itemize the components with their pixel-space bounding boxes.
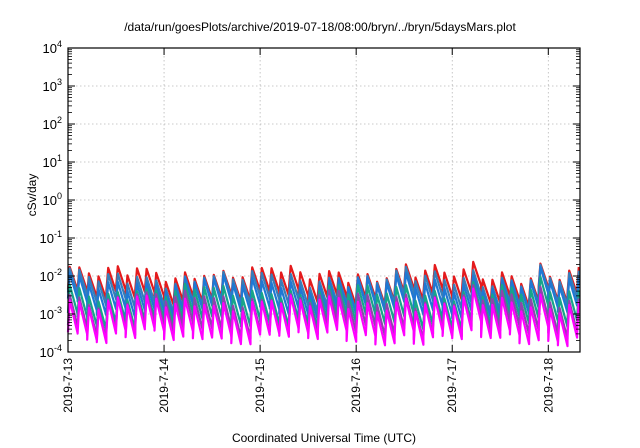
y-tick-label: 104 bbox=[43, 39, 62, 56]
y-ticks: 10-4 10-3 10-2 10-1 100 101 102 103 104 bbox=[40, 39, 580, 360]
x-tick-label: 2019-7-14 bbox=[157, 358, 171, 413]
series-line-6 bbox=[66, 287, 580, 348]
x-tick-label: 2019-7-16 bbox=[349, 358, 363, 413]
y-tick-label: 10-4 bbox=[40, 343, 62, 360]
y-axis-label: cSv/day bbox=[25, 173, 39, 217]
series-layer bbox=[66, 260, 580, 348]
x-axis-label: Coordinated Universal Time (UTC) bbox=[231, 431, 417, 445]
x-tick-label: 2019-7-13 bbox=[61, 358, 75, 413]
y-tick-label: 10-1 bbox=[40, 229, 62, 246]
chart-title: /data/run/goesPlots/archive/2019-07-18/0… bbox=[124, 20, 516, 34]
x-tick-label: 2019-7-18 bbox=[541, 358, 555, 413]
y-tick-label: 10-2 bbox=[40, 267, 62, 284]
y-tick-label: 10-3 bbox=[40, 305, 62, 322]
x-tick-label: 2019-7-15 bbox=[253, 358, 267, 413]
x-ticks: 2019-7-13 2019-7-14 2019-7-15 2019-7-16 2019… bbox=[61, 48, 555, 413]
y-tick-label: 100 bbox=[43, 191, 62, 208]
y-tick-label: 103 bbox=[43, 77, 62, 94]
y-tick-label: 101 bbox=[43, 153, 62, 170]
x-tick-label: 2019-7-17 bbox=[445, 358, 459, 413]
y-tick-label: 102 bbox=[43, 115, 62, 132]
